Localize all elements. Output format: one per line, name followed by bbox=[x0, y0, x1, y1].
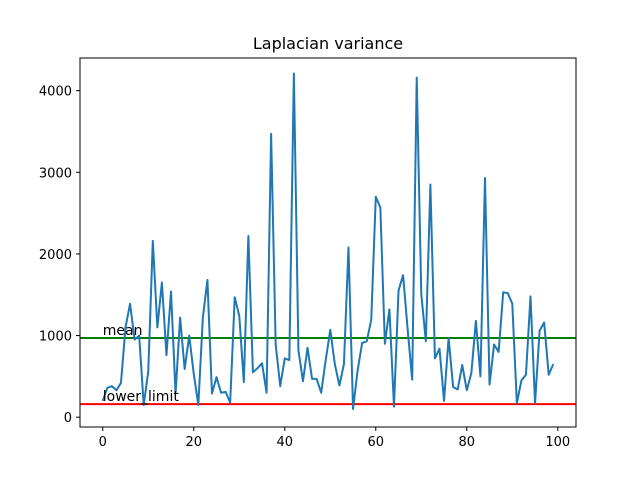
y-tick-label: 0 bbox=[64, 411, 72, 426]
x-tick-label: 100 bbox=[545, 435, 570, 450]
y-tick-label: 2000 bbox=[39, 248, 72, 263]
x-axis-ticks: 0 20 40 60 80 100 bbox=[99, 427, 570, 450]
x-tick-label: 40 bbox=[276, 435, 293, 450]
plot-frame bbox=[79, 57, 577, 428]
reference-lines bbox=[80, 337, 576, 406]
y-tick-label: 3000 bbox=[39, 166, 72, 181]
annotations: mean lower_limit bbox=[103, 323, 180, 405]
y-axis-ticks: 0 1000 2000 3000 4000 bbox=[39, 85, 80, 426]
x-tick-label: 0 bbox=[99, 435, 107, 450]
y-tick-label: 4000 bbox=[39, 85, 72, 100]
series-line bbox=[101, 72, 555, 411]
y-tick-label: 1000 bbox=[39, 330, 72, 345]
chart-title: Laplacian variance bbox=[253, 34, 403, 53]
x-tick-label: 60 bbox=[368, 435, 385, 450]
mean-label: mean bbox=[103, 323, 143, 339]
x-tick-label: 20 bbox=[185, 435, 202, 450]
x-tick-label: 80 bbox=[459, 435, 476, 450]
lower-limit-label: lower_limit bbox=[103, 389, 180, 405]
series-layer bbox=[101, 72, 555, 411]
